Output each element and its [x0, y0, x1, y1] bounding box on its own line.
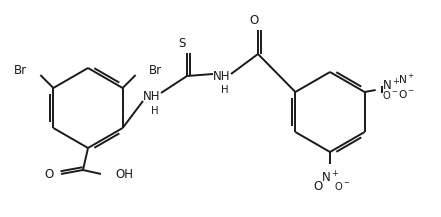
Text: N$^+$: N$^+$ — [381, 78, 400, 94]
Text: N$^+$: N$^+$ — [321, 170, 339, 185]
Text: O: O — [314, 180, 323, 193]
Text: H: H — [151, 106, 159, 116]
Text: OH: OH — [115, 168, 133, 181]
Text: NH: NH — [143, 90, 161, 104]
Text: O: O — [45, 168, 54, 181]
Text: Br: Br — [14, 64, 27, 77]
Text: O: O — [249, 14, 258, 27]
Text: S: S — [178, 37, 186, 50]
Text: O$^-$: O$^-$ — [334, 180, 350, 192]
Text: N$^+$
O$^-$: N$^+$ O$^-$ — [398, 72, 415, 100]
Text: O$^-$: O$^-$ — [381, 89, 398, 101]
Text: NH: NH — [213, 69, 231, 82]
Text: H: H — [221, 85, 229, 95]
Text: Br: Br — [149, 64, 162, 77]
